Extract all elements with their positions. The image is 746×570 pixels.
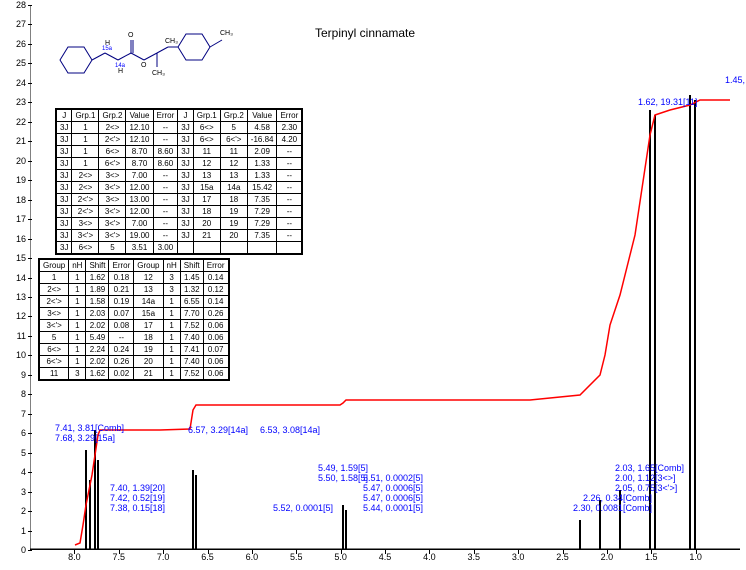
y-tick-label: 28 bbox=[2, 0, 26, 10]
y-tick-label: 7 bbox=[2, 409, 26, 419]
y-tick-label: 6 bbox=[2, 428, 26, 438]
peak-label: 5.47, 0.0006[5] bbox=[363, 493, 423, 503]
peak-label: 7.41, 3.81[Comb] bbox=[55, 423, 124, 433]
y-tick-label: 23 bbox=[2, 97, 26, 107]
peak-label: 7.40, 1.39[20] bbox=[110, 483, 165, 493]
peak-label: 1.45, 19.10[12] bbox=[725, 75, 746, 85]
svg-text:14a: 14a bbox=[115, 63, 126, 69]
y-tick-label: 3 bbox=[2, 487, 26, 497]
y-tick-label: 15 bbox=[2, 253, 26, 263]
peak-label: 6.57, 3.29[14a] bbox=[188, 425, 248, 435]
y-tick-label: 12 bbox=[2, 311, 26, 321]
peak-label: 6.53, 3.08[14a] bbox=[260, 425, 320, 435]
peak-label: 1.62, 19.31[11] bbox=[638, 97, 697, 107]
x-axis: 8.07.57.06.56.05.55.04.54.03.53.02.52.01… bbox=[30, 552, 740, 567]
molecule-structure: H H O O CH₃ CH₃ CH₃ 15a 14a bbox=[50, 15, 250, 95]
y-tick-label: 4 bbox=[2, 467, 26, 477]
y-tick-label: 27 bbox=[2, 19, 26, 29]
y-tick-label: 14 bbox=[2, 273, 26, 283]
shift-table: GroupnHShiftErrorGroupnHShiftError111.62… bbox=[38, 258, 230, 381]
j-coupling-table: JGrp.1Grp.2ValueErrorJGrp.1Grp.2ValueErr… bbox=[55, 108, 303, 255]
peak-label: 5.51, 0.0002[5] bbox=[363, 473, 423, 483]
svg-text:H: H bbox=[118, 68, 123, 75]
peak-label: 2.05, 0.75[3<'>] bbox=[615, 483, 677, 493]
y-tick-label: 19 bbox=[2, 175, 26, 185]
y-tick-label: 16 bbox=[2, 234, 26, 244]
svg-text:O: O bbox=[128, 32, 134, 39]
peak-label: 5.47, 0.0006[5] bbox=[363, 483, 423, 493]
y-tick-label: 0 bbox=[2, 545, 26, 555]
y-tick-label: 9 bbox=[2, 370, 26, 380]
y-tick-label: 18 bbox=[2, 195, 26, 205]
peak-label: 7.68, 3.29[15a] bbox=[55, 433, 115, 443]
y-tick-label: 2 bbox=[2, 506, 26, 516]
svg-text:O: O bbox=[141, 62, 147, 69]
peak-label: 2.03, 1.65[Comb] bbox=[615, 463, 684, 473]
y-tick-label: 26 bbox=[2, 39, 26, 49]
svg-text:CH₃: CH₃ bbox=[220, 30, 233, 37]
y-axis: 0123456789101112131415161718192021222324… bbox=[0, 5, 28, 550]
peak-label: 2.30, 0.0081[Comb] bbox=[573, 503, 652, 513]
peak-label: 5.44, 0.0001[5] bbox=[363, 503, 423, 513]
svg-text:CH₃: CH₃ bbox=[152, 70, 165, 77]
y-tick-label: 8 bbox=[2, 389, 26, 399]
svg-text:CH₃: CH₃ bbox=[165, 38, 178, 45]
y-tick-label: 10 bbox=[2, 350, 26, 360]
y-tick-label: 17 bbox=[2, 214, 26, 224]
y-tick-label: 11 bbox=[2, 331, 26, 341]
peak-label: 7.38, 0.15[18] bbox=[110, 503, 165, 513]
peak-label: 5.49, 1.59[5] bbox=[318, 463, 368, 473]
svg-text:15a: 15a bbox=[102, 46, 113, 52]
y-tick-label: 13 bbox=[2, 292, 26, 302]
y-tick-label: 24 bbox=[2, 78, 26, 88]
y-tick-label: 22 bbox=[2, 117, 26, 127]
peak-label: 2.00, 1.12[3<>] bbox=[615, 473, 676, 483]
peak-label: 5.52, 0.0001[5] bbox=[273, 503, 333, 513]
y-tick-label: 21 bbox=[2, 136, 26, 146]
peak-label: 2.26, 0.34[Comb] bbox=[583, 493, 652, 503]
peak-label: 7.42, 0.52[19] bbox=[110, 493, 165, 503]
peak-label: 5.50, 1.58[5] bbox=[318, 473, 368, 483]
y-tick-label: 5 bbox=[2, 448, 26, 458]
y-tick-label: 25 bbox=[2, 58, 26, 68]
y-tick-label: 20 bbox=[2, 156, 26, 166]
y-tick-label: 1 bbox=[2, 526, 26, 536]
